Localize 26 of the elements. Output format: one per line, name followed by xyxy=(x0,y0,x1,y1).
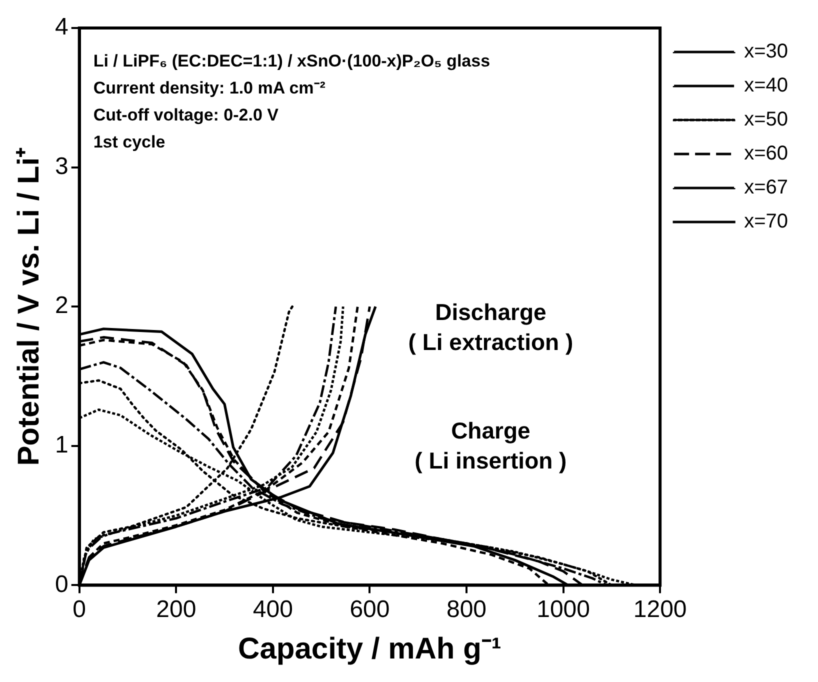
x-axis-title: Capacity / mAh g⁻¹ xyxy=(238,632,502,666)
annotation: Charge ( Li insertion ) xyxy=(414,417,567,474)
annotation: Li / LiPF₆ (EC:DEC=1:1) / xSnO·(100-x)P₂O₅ glass xyxy=(93,52,490,71)
annotation: 1st cycle xyxy=(93,132,166,152)
x-tick-label: 800 xyxy=(446,596,487,624)
y-tick-label: 4 xyxy=(54,14,68,41)
annotation: Discharge ( Li extraction ) xyxy=(408,298,574,355)
x-tick-label: 600 xyxy=(350,596,390,624)
y-tick-label: 0 xyxy=(54,570,68,598)
legend-label: x=60 xyxy=(744,142,788,165)
x-tick-label: 200 xyxy=(156,596,196,624)
y-tick-label: 2 xyxy=(54,292,68,320)
y-tick-label: 3 xyxy=(54,152,68,180)
annotation: Current density: 1.0 mA cm⁻² xyxy=(93,78,326,98)
annotation: Cut-off voltage: 0-2.0 V xyxy=(93,106,280,125)
y-tick-label: 1 xyxy=(54,432,68,459)
legend-label: x=30 xyxy=(744,40,788,63)
x-tick-label: 1200 xyxy=(633,596,687,624)
legend-label: x=67 xyxy=(744,176,788,199)
legend-label: x=50 xyxy=(744,108,788,131)
x-tick-label: 400 xyxy=(252,596,293,624)
legend-label: x=40 xyxy=(744,74,788,97)
x-tick-label: 0 xyxy=(72,596,86,624)
x-tick-label: 1000 xyxy=(536,596,590,624)
y-axis-title: Potential / V vs. Li / Li⁺ xyxy=(12,147,46,466)
legend-label: x=70 xyxy=(744,210,788,233)
